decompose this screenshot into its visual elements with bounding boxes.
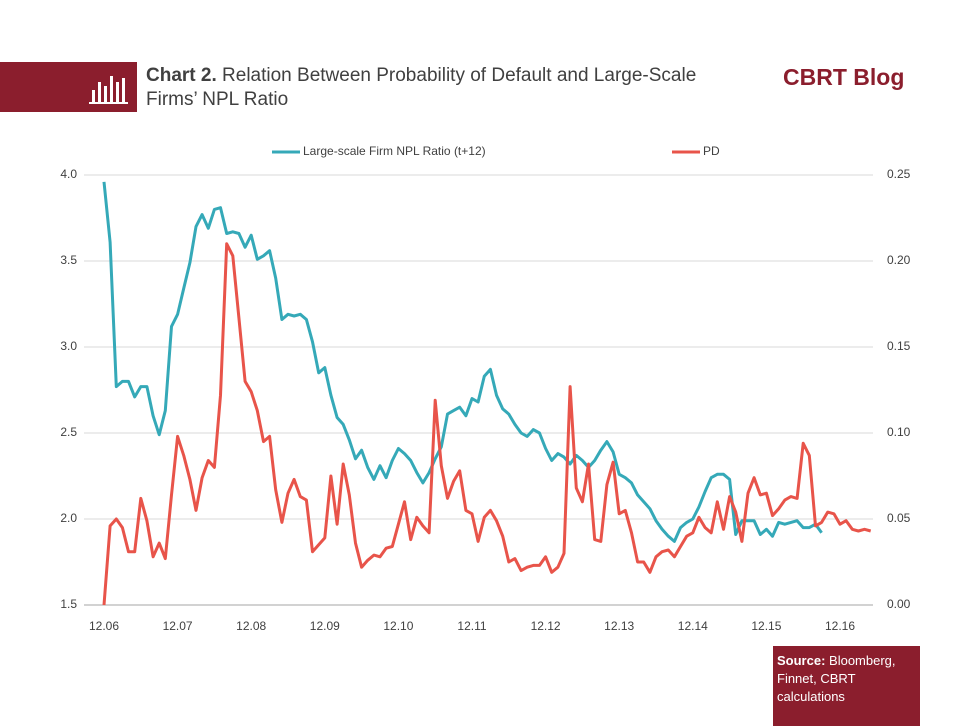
x-tick-label: 12.14 [678, 619, 708, 633]
x-tick-label: 12.13 [604, 619, 634, 633]
source-text: Bloomberg, Finnet, CBRT calculations [777, 653, 896, 704]
y-tick-label: 2.5 [60, 425, 77, 439]
x-tick-label: 12.15 [751, 619, 781, 633]
chart-title: Relation Between Probability of Default … [146, 65, 697, 110]
y2-tick-label: 0.05 [887, 511, 911, 525]
y-tick-label: 3.5 [60, 253, 77, 267]
header-icon [89, 76, 128, 104]
y2-tick-label: 0.20 [887, 253, 911, 267]
chart-heading: Chart 2. Relation Between Probability of… [146, 64, 706, 112]
x-tick-label: 12.11 [457, 619, 486, 633]
header-band [0, 62, 137, 112]
x-tick-label: 12.08 [236, 619, 266, 633]
x-tick-label: 12.07 [163, 619, 193, 633]
legend-label: Large-scale Firm NPL Ratio (t+12) [303, 144, 486, 158]
data-line [102, 181, 823, 543]
brand: CBRT Blog [783, 64, 905, 90]
y-tick-label: 3.0 [60, 339, 77, 353]
y2-tick-label: 0.10 [887, 425, 911, 439]
source-label: Source: [777, 653, 826, 668]
x-tick-label: 12.06 [89, 619, 119, 633]
x-tick-label: 12.09 [310, 619, 340, 633]
legend-label: PD [703, 144, 720, 158]
y2-tick-label: 0.15 [887, 339, 911, 353]
y2-tick-label: 0.25 [887, 167, 911, 181]
y-tick-label: 1.5 [60, 597, 77, 611]
x-tick-label: 12.16 [825, 619, 855, 633]
y-tick-label: 2.0 [60, 511, 77, 525]
x-tick-label: 12.12 [531, 619, 561, 633]
y-tick-label: 4.0 [60, 167, 77, 181]
chart-number: Chart 2. [146, 65, 217, 86]
source-box: Source: Bloomberg, Finnet, CBRT calculat… [773, 646, 920, 726]
x-tick-label: 12.10 [383, 619, 413, 633]
y2-tick-label: 0.00 [887, 597, 911, 611]
data-line [102, 242, 872, 606]
